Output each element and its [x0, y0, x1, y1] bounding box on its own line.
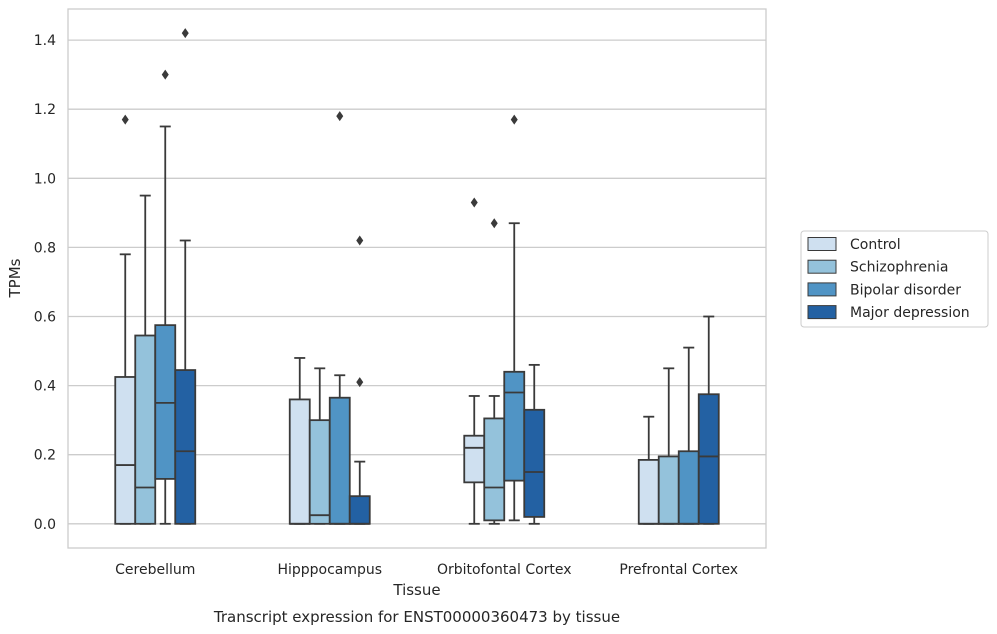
box-body [463, 434, 486, 484]
box-bipolar-disorder [503, 114, 526, 522]
legend-label: Control [850, 237, 901, 253]
box-body [134, 334, 157, 525]
box-control [114, 114, 137, 525]
box-body [483, 417, 506, 522]
x-tick-label: Orbitofontal Cortex [437, 562, 572, 578]
chart-caption: Transcript expression for ENST0000036047… [213, 608, 620, 626]
box-bipolar-disorder [154, 69, 177, 525]
box-body [174, 369, 197, 525]
box-major-depression [523, 363, 546, 525]
box-body [697, 393, 720, 525]
x-tick-label: Prefrontal Cortex [619, 562, 738, 578]
box-schizophrenia [483, 218, 506, 525]
legend-swatch [807, 282, 837, 297]
outlier-point [510, 114, 518, 125]
outlier-point [336, 111, 344, 122]
legend-frame [800, 230, 989, 328]
box-body [677, 450, 700, 525]
y-tick-label: 0.2 [34, 448, 56, 464]
box-body [114, 376, 137, 525]
outlier-point [161, 69, 169, 80]
y-tick-label: 1.4 [34, 33, 56, 49]
outlier-point [490, 218, 498, 229]
box-body [523, 408, 546, 518]
box-body [288, 398, 311, 525]
outlier-point [121, 114, 129, 125]
plot-frame [67, 8, 767, 549]
box-body [348, 495, 371, 525]
outlier-point [181, 28, 189, 39]
box-body [328, 396, 351, 525]
outlier-point [356, 377, 364, 388]
legend-swatch [807, 237, 837, 251]
outlier-point [470, 197, 478, 208]
box-body [637, 458, 660, 525]
y-tick-label: 0.6 [34, 310, 56, 326]
legend-label: Schizophrenia [850, 260, 948, 276]
y-axis-label: TPMs [6, 258, 24, 298]
y-tick-label: 1.0 [34, 171, 56, 187]
legend: Control Schizophrenia Bipolar disorder Majo… [800, 230, 989, 328]
x-axis-ticks: Cerebellum Hipppocampus Orbitofontal Corte… [115, 562, 738, 578]
x-tick-label: Cerebellum [115, 562, 195, 578]
box-control [463, 197, 486, 525]
box-control [637, 415, 660, 525]
box-body [657, 455, 680, 525]
outlier-point [356, 235, 364, 246]
legend-swatch [807, 305, 837, 320]
box-bipolar-disorder [328, 111, 351, 525]
box-body [503, 370, 526, 482]
box-bipolar-disorder [677, 346, 700, 525]
box-schizophrenia [134, 194, 157, 525]
y-tick-label: 0.4 [34, 379, 56, 395]
x-tick-label: Hipppocampus [277, 562, 382, 578]
y-tick-label: 0.0 [34, 517, 56, 533]
box-major-depression [174, 28, 197, 525]
y-axis-ticks: 0.0 0.2 0.4 0.6 0.8 1.0 1.2 1.4 [34, 33, 56, 533]
x-axis-label: Tissue [392, 581, 440, 599]
box-major-depression [697, 315, 720, 525]
y-tick-label: 1.2 [34, 102, 56, 118]
box-body [308, 419, 331, 525]
legend-label: Bipolar disorder [850, 282, 961, 298]
y-tick-label: 0.8 [34, 240, 56, 256]
boxes [114, 28, 720, 525]
legend-swatch [807, 259, 837, 274]
box-major-depression [348, 235, 371, 525]
legend-label: Major depression [850, 305, 970, 321]
